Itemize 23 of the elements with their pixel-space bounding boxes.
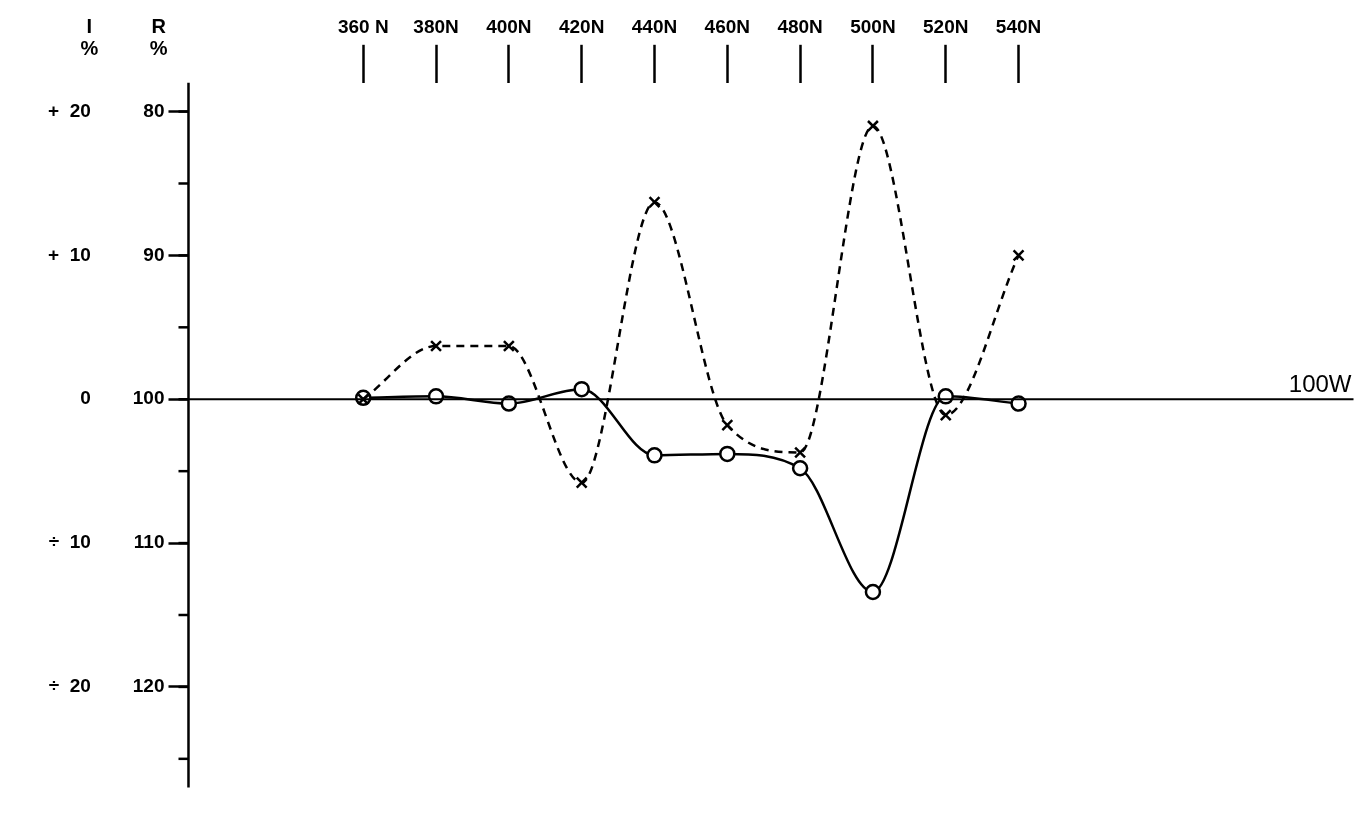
y2-tick-label: 80 [143, 99, 165, 121]
y-tick-label: ÷ 20 [48, 675, 91, 697]
y2-tick-label: 90 [143, 243, 165, 265]
x-tick-label: 540N [995, 15, 1042, 37]
x-tick-label: 440N [631, 15, 678, 37]
y2-tick-label: 120 [132, 675, 165, 697]
y2-tick-label: 110 [133, 531, 165, 553]
x-tick-label: 460N [704, 15, 751, 37]
x-tick-label: 500N [850, 15, 896, 37]
y2-tick-label: 100 [132, 387, 165, 409]
y-tick-label: 0 [80, 387, 91, 409]
y-tick-label: + 20 [47, 99, 91, 121]
x-tick-label: 400N [486, 15, 532, 37]
y2-axis-title: R % [149, 15, 168, 60]
x-tick-label: 380N [413, 15, 459, 37]
y-tick-label: ÷ 10 [48, 531, 91, 553]
x-tick-label: 360 N [337, 15, 389, 37]
y-axis-title: I % [80, 15, 99, 60]
ref-line-label: 100W [1288, 369, 1352, 397]
x-tick-label: 420N [558, 15, 605, 37]
x-tick-label: 480N [777, 15, 823, 37]
x-tick-label: 520N [923, 15, 969, 37]
y-tick-label: + 10 [47, 243, 91, 265]
